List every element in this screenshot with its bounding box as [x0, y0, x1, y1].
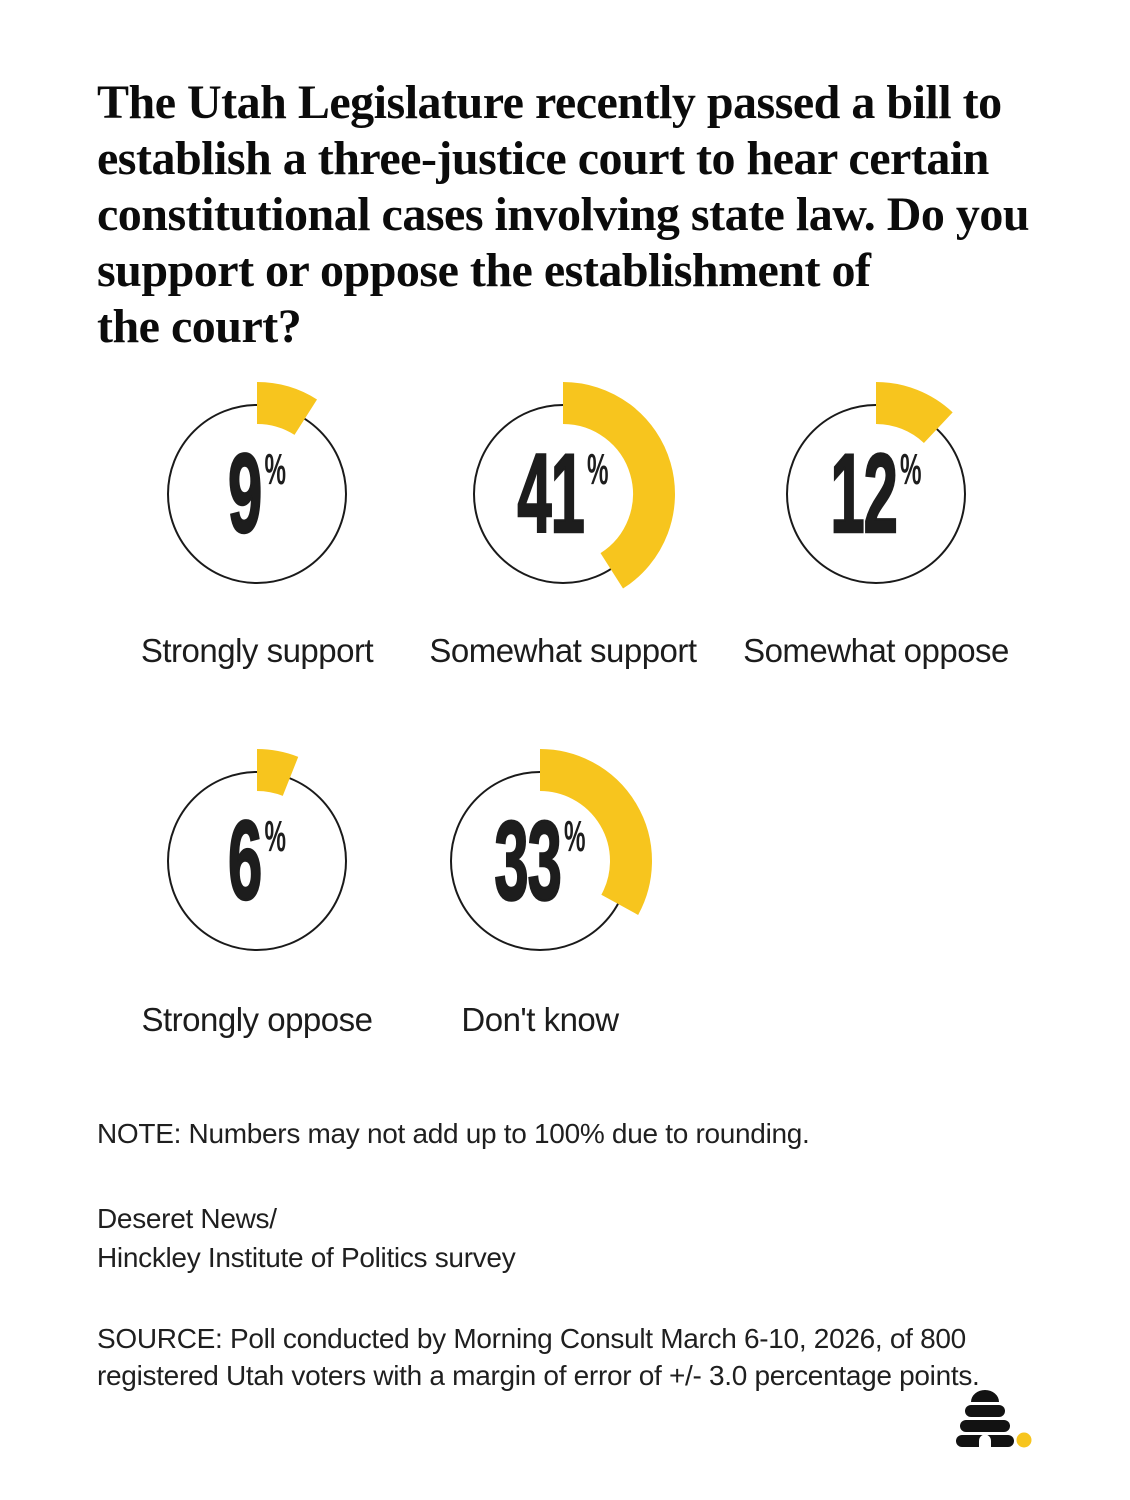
note-text: NOTE: Numbers may not add up to 100% due…: [97, 1118, 810, 1149]
percent-sign: %: [264, 812, 286, 861]
donut-number: 6: [227, 798, 263, 923]
donut-arc: [539, 749, 652, 915]
donut-ring: [786, 404, 966, 584]
donut-ring: [167, 771, 347, 951]
donut-label: Somewhat oppose: [743, 632, 1009, 669]
donut-arc: [562, 382, 675, 589]
credit-line: Hinckley Institute of Politics survey: [97, 1242, 516, 1273]
donut-number: 33: [494, 798, 563, 923]
donut-label: Somewhat support: [429, 632, 697, 669]
donut-chart-strongly-support: 9 %: [139, 376, 375, 612]
donut-value: 9 %: [192, 376, 322, 612]
donut-value: 41 %: [498, 376, 628, 612]
donut-label: Strongly support: [140, 632, 374, 669]
beehive-band: [965, 1405, 1005, 1417]
donut-svg: [167, 382, 347, 584]
donut-value: 6 %: [192, 743, 322, 979]
donut-number: 41: [517, 431, 586, 556]
title-line: support or oppose the establishment of: [97, 244, 871, 297]
donut-arc: [875, 382, 953, 444]
donut-svg: [167, 749, 347, 951]
donut-arc: [256, 382, 318, 436]
beehive-band: [960, 1420, 1010, 1432]
logo-dot: [1016, 1432, 1032, 1448]
donut-number: 12: [830, 431, 899, 556]
page-title: The Utah Legislature recently passed a b…: [97, 75, 1030, 355]
donut-chart-somewhat-oppose: 12 %: [758, 376, 994, 612]
donut-chart-somewhat-support: 41 %: [445, 376, 681, 612]
donut-value: 33 %: [475, 743, 605, 979]
donut-label: Don't know: [461, 1001, 619, 1038]
beehive-door: [979, 1434, 991, 1447]
donut-chart-dont-know: 33 %: [422, 743, 658, 979]
title-line: The Utah Legislature recently passed a b…: [97, 76, 1002, 129]
donut-number: 9: [227, 431, 263, 556]
donut-chart-strongly-oppose: 6 %: [139, 743, 375, 979]
beehive-dome: [971, 1390, 999, 1402]
beehive-icon: [956, 1390, 1032, 1448]
donut-svg: [786, 382, 966, 584]
percent-sign: %: [900, 445, 922, 494]
donut-svg: [473, 382, 675, 589]
percent-sign: %: [264, 445, 286, 494]
donut-arc: [256, 749, 299, 797]
percent-sign: %: [587, 445, 609, 494]
donut-svg: [450, 749, 652, 951]
donut-label: Strongly oppose: [141, 1001, 374, 1038]
title-line: establish a three-justice court to hear …: [97, 132, 989, 185]
title-line: constitutional cases involving state law…: [97, 188, 1030, 241]
percent-sign: %: [564, 812, 586, 861]
source-line: SOURCE: Poll conducted by Morning Consul…: [97, 1323, 966, 1354]
credit-line: Deseret News/: [97, 1203, 277, 1234]
donut-value: 12 %: [811, 376, 941, 612]
source-line: registered Utah voters with a margin of …: [97, 1360, 980, 1391]
title-line: the court?: [97, 300, 302, 353]
credit-text: Deseret News/ Hinckley Institute of Poli…: [97, 1199, 516, 1277]
source-text: SOURCE: Poll conducted by Morning Consul…: [97, 1320, 980, 1394]
